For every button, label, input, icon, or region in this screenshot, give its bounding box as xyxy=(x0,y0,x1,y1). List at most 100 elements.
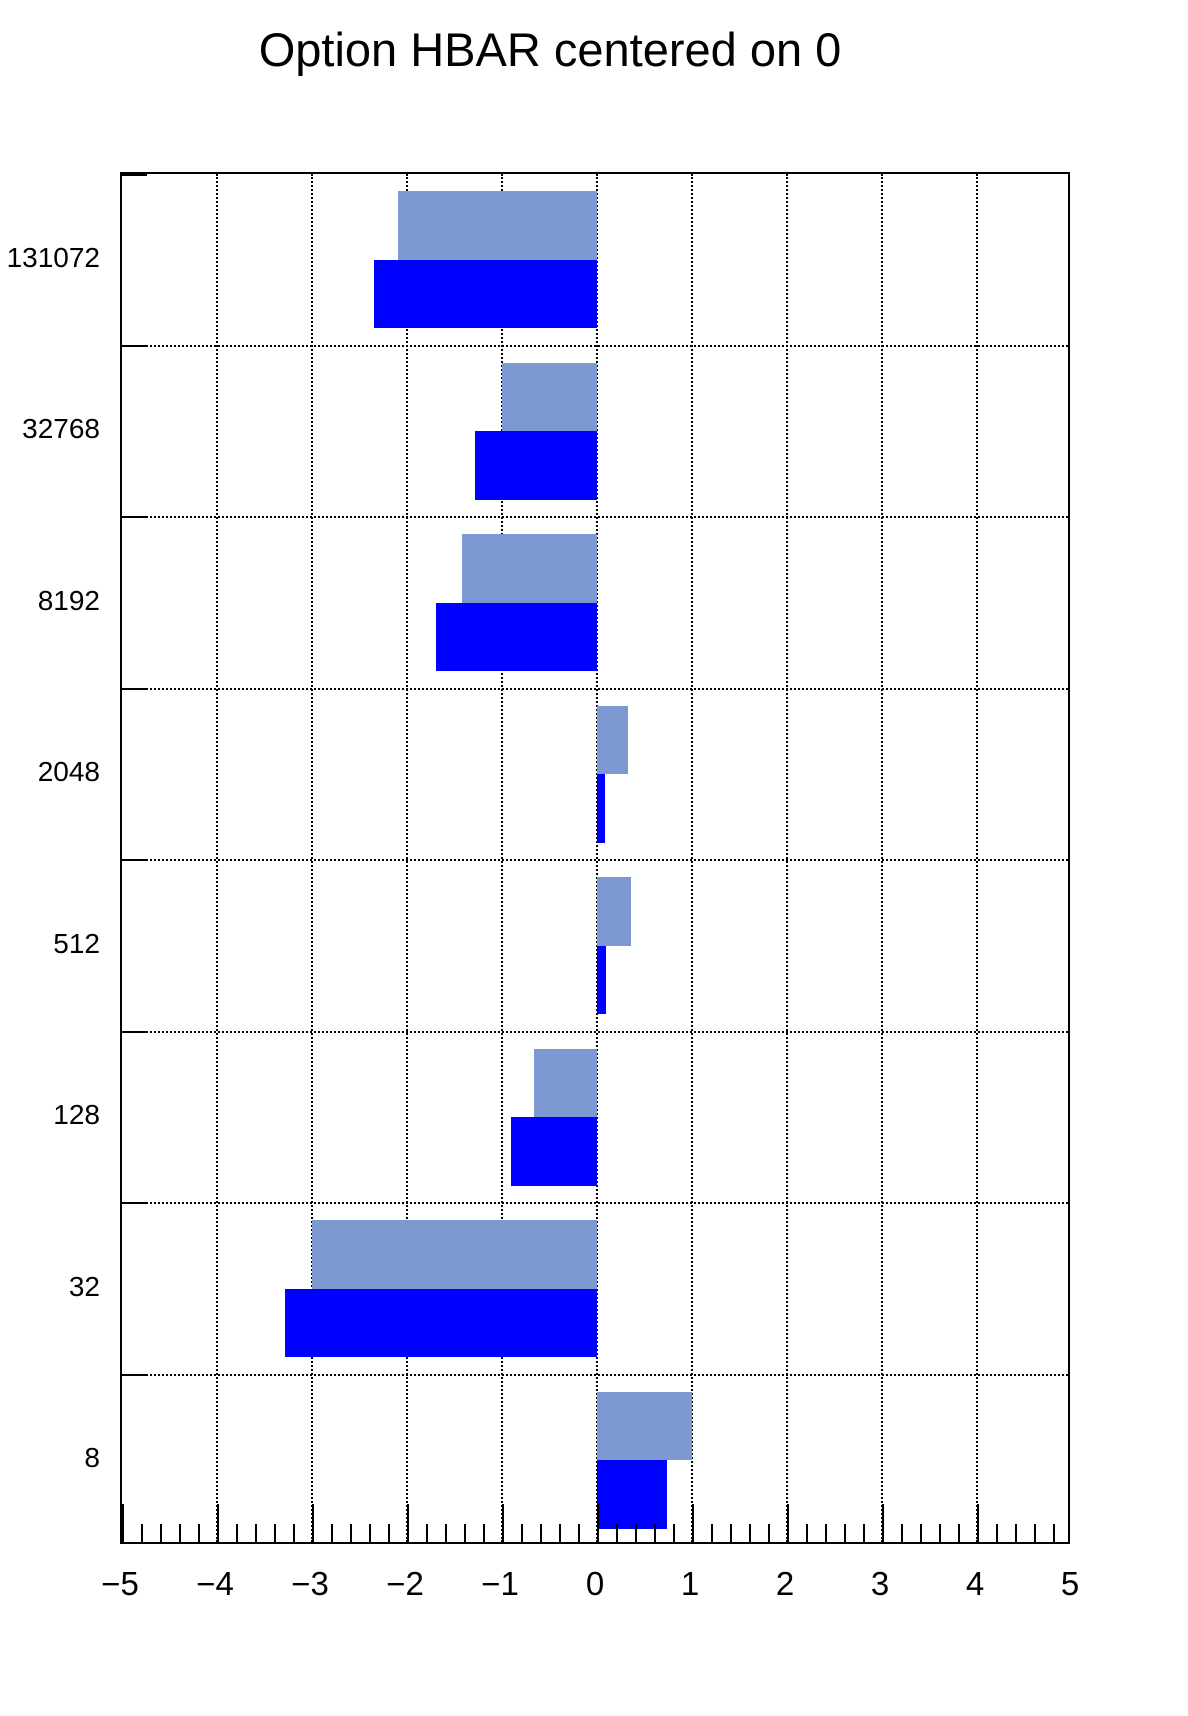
x-axis-tick-minor xyxy=(920,1524,922,1542)
bar-light-blue-histogram-512 xyxy=(597,877,632,946)
gridline-vertical xyxy=(406,174,408,1542)
x-axis-tick-minor xyxy=(673,1524,675,1542)
x-axis-tick-minor xyxy=(730,1524,732,1542)
x-axis-tick-minor xyxy=(274,1524,276,1542)
x-axis-tick-major xyxy=(407,1504,409,1542)
y-axis-tick xyxy=(122,859,147,861)
x-axis-label: 3 xyxy=(870,1565,890,1602)
x-axis-tick-minor xyxy=(958,1524,960,1542)
x-axis-tick-major xyxy=(122,1504,124,1542)
gridline-vertical xyxy=(976,174,978,1542)
plot-frame xyxy=(120,172,1070,1544)
x-axis-tick-minor xyxy=(255,1524,257,1542)
x-axis-label: −5 xyxy=(101,1565,139,1602)
bar-blue-histogram-512 xyxy=(597,945,606,1015)
x-axis-tick-minor xyxy=(635,1524,637,1542)
x-axis-tick-major xyxy=(882,1504,884,1542)
y-axis-label: 32 xyxy=(68,1270,100,1302)
x-axis-tick-minor xyxy=(768,1524,770,1542)
gridline-vertical xyxy=(596,174,598,1542)
bar-blue-histogram-128 xyxy=(510,1117,597,1186)
x-axis-tick-minor xyxy=(236,1524,238,1542)
x-axis-tick-major xyxy=(217,1504,219,1542)
plot-area xyxy=(122,174,1068,1542)
x-axis-label: −2 xyxy=(386,1565,424,1602)
x-axis-tick-minor xyxy=(844,1524,846,1542)
gridline-horizontal xyxy=(122,859,1068,861)
y-axis-label: 8192 xyxy=(37,584,100,616)
gridline-vertical xyxy=(501,174,503,1542)
gridline-vertical xyxy=(786,174,788,1542)
x-axis-label: −4 xyxy=(196,1565,234,1602)
bar-blue-histogram-32 xyxy=(285,1288,597,1358)
x-axis-tick-minor xyxy=(293,1524,295,1542)
y-axis-tick xyxy=(122,1373,147,1376)
y-axis-label: 8 xyxy=(84,1442,100,1474)
x-axis-tick-major xyxy=(502,1504,504,1542)
bar-light-blue-histogram-2048 xyxy=(597,705,629,775)
y-axis-label: 128 xyxy=(53,1099,100,1131)
x-axis-tick-minor xyxy=(179,1524,181,1542)
x-axis-label: 1 xyxy=(680,1565,700,1602)
bar-blue-histogram-2048 xyxy=(597,774,605,843)
x-axis-tick-minor xyxy=(388,1524,390,1542)
x-axis-tick-minor xyxy=(806,1524,808,1542)
x-axis-tick-minor xyxy=(578,1524,580,1542)
x-axis-tick-minor xyxy=(1053,1524,1055,1542)
gridline-horizontal xyxy=(122,344,1068,347)
gridline-vertical xyxy=(216,174,218,1542)
x-axis-label: 0 xyxy=(585,1565,605,1602)
gridline-vertical xyxy=(691,174,693,1542)
y-axis-tick xyxy=(122,174,147,176)
gridline-horizontal xyxy=(122,516,1068,518)
x-axis-tick-minor xyxy=(749,1524,751,1542)
bar-blue-histogram-8192 xyxy=(435,602,597,672)
y-axis-label: 32768 xyxy=(22,413,100,445)
x-axis-tick-minor xyxy=(559,1524,561,1542)
bar-light-blue-histogram-8 xyxy=(597,1391,692,1461)
x-axis-tick-minor xyxy=(711,1524,713,1542)
bar-blue-histogram-32768 xyxy=(475,431,597,500)
x-axis-tick-minor xyxy=(198,1524,200,1542)
x-axis-tick-major xyxy=(597,1504,599,1542)
y-axis-tick xyxy=(122,516,147,518)
x-axis-tick-minor xyxy=(996,1524,998,1542)
x-axis-tick-major xyxy=(312,1504,314,1542)
bar-light-blue-histogram-32768 xyxy=(502,362,597,432)
x-axis-tick-minor xyxy=(160,1524,162,1542)
y-axis-tick xyxy=(122,687,147,690)
y-axis-label: 131072 xyxy=(6,241,100,273)
x-axis-tick-minor xyxy=(483,1524,485,1542)
x-axis-tick-minor xyxy=(654,1524,656,1542)
x-axis-label: 2 xyxy=(775,1565,795,1602)
y-axis-tick xyxy=(122,1030,147,1033)
x-axis-tick-minor xyxy=(141,1524,143,1542)
x-axis-tick-major xyxy=(692,1504,694,1542)
bar-light-blue-histogram-131072 xyxy=(397,191,597,260)
chart-title: Option HBAR centered on 0 xyxy=(258,23,842,76)
x-axis-tick-minor xyxy=(426,1524,428,1542)
x-axis-tick-minor xyxy=(464,1524,466,1542)
y-axis-label: 512 xyxy=(53,927,100,959)
bar-light-blue-histogram-128 xyxy=(534,1048,597,1118)
x-axis-tick-minor xyxy=(350,1524,352,1542)
bar-blue-histogram-8 xyxy=(597,1460,668,1529)
y-axis-tick xyxy=(122,1202,147,1204)
x-axis-tick-minor xyxy=(939,1524,941,1542)
gridline-horizontal xyxy=(122,1373,1068,1376)
gridline-horizontal xyxy=(122,687,1068,690)
x-axis-tick-major xyxy=(977,1504,979,1542)
x-axis-tick-minor xyxy=(901,1524,903,1542)
gridline-vertical xyxy=(881,174,883,1542)
x-axis-tick-minor xyxy=(445,1524,447,1542)
x-axis-tick-minor xyxy=(521,1524,523,1542)
x-axis-tick-minor xyxy=(863,1524,865,1542)
x-axis-tick-major xyxy=(787,1504,789,1542)
x-axis-label: 5 xyxy=(1060,1565,1080,1602)
x-axis-label: −3 xyxy=(291,1565,329,1602)
gridline-horizontal xyxy=(122,1030,1068,1033)
x-axis-tick-minor xyxy=(540,1524,542,1542)
x-axis-label: 4 xyxy=(965,1565,985,1602)
x-axis-tick-minor xyxy=(825,1524,827,1542)
